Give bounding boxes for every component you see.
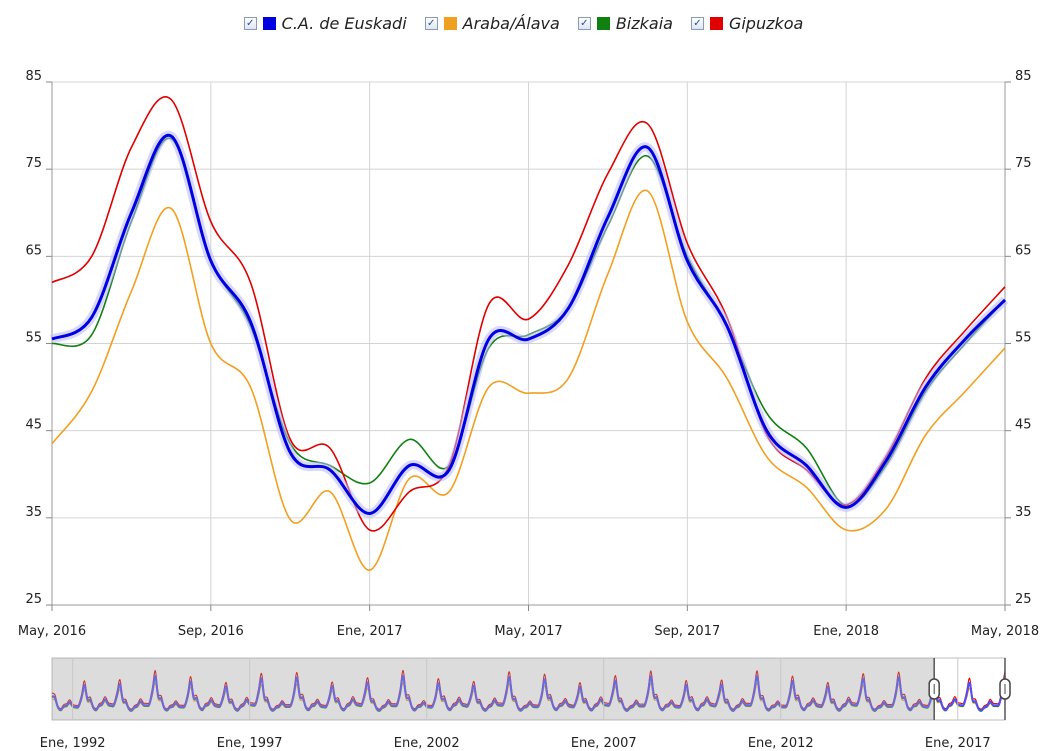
navigator-tick-label: Ene, 2012	[748, 736, 814, 751]
y-tick-label: 65	[25, 243, 42, 258]
legend-checkbox[interactable]: ✓	[577, 17, 591, 30]
legend-checkbox[interactable]: ✓	[243, 17, 257, 30]
legend-swatch	[596, 17, 610, 30]
y-tick-label: 45	[25, 418, 42, 433]
y-tick-label: 75	[25, 156, 42, 171]
y-tick-label: 55	[25, 331, 42, 346]
legend-swatch	[443, 17, 457, 30]
x-tick-label: May, 2018	[971, 624, 1039, 639]
legend-label: Gipuzkoa	[728, 14, 804, 33]
x-axis: May, 2016 Sep, 2016 Ene, 2017 May, 2017 Sep,…	[18, 605, 1039, 639]
y-tick-label: 65	[1015, 243, 1032, 258]
x-tick-label: Sep, 2016	[178, 624, 244, 639]
series-line-araba	[51, 189, 1006, 571]
x-tick-label: May, 2017	[494, 624, 562, 639]
navigator-background	[51, 657, 1006, 721]
legend: ✓ C.A. de Euskadi ✓ Araba/Álava ✓ Bizkaia ✓ Gip…	[0, 14, 1047, 33]
y-axis-right: 25 35 45 55 65 75 85	[1005, 69, 1032, 607]
y-tick-label: 25	[25, 592, 42, 607]
y-tick-label: 35	[25, 505, 42, 520]
series-group	[49, 96, 1009, 571]
legend-swatch	[709, 17, 723, 30]
y-tick-label: 45	[1015, 418, 1032, 433]
legend-checkbox[interactable]: ✓	[424, 17, 438, 30]
y-tick-label: 25	[1015, 592, 1032, 607]
y-tick-label: 35	[1015, 505, 1032, 520]
y-tick-label: 55	[1015, 331, 1032, 346]
legend-item[interactable]: ✓ C.A. de Euskadi	[243, 14, 407, 33]
x-tick-label: Sep, 2017	[654, 624, 720, 639]
y-tick-label: 75	[1015, 156, 1032, 171]
legend-item[interactable]: ✓ Bizkaia	[577, 14, 673, 33]
series-line-euskadi	[51, 133, 1007, 516]
navigator-series-euskadi	[51, 674, 1006, 712]
y-axis-left: 25 35 45 55 65 75 85	[25, 69, 52, 607]
legend-item[interactable]: ✓ Gipuzkoa	[690, 14, 804, 33]
legend-swatch	[262, 17, 276, 30]
navigator-tick-label: Ene, 2007	[571, 736, 637, 751]
y-tick-label: 85	[25, 69, 42, 84]
y-tick-label: 85	[1015, 69, 1032, 84]
x-tick-label: Ene, 2017	[337, 624, 403, 639]
navigator-tick-label: Ene, 2017	[925, 736, 991, 751]
x-tick-label: May, 2016	[18, 624, 86, 639]
legend-label: Araba/Álava	[462, 14, 560, 33]
navigator-tick-label: Ene, 1997	[217, 736, 283, 751]
legend-label: C.A. de Euskadi	[281, 14, 407, 33]
navigator-mask	[52, 658, 935, 720]
navigator-tick-label: Ene, 1992	[40, 736, 106, 751]
legend-label: Bizkaia	[615, 14, 673, 33]
x-tick-label: Ene, 2018	[813, 624, 879, 639]
navigator[interactable]: Ene, 1992 Ene, 1997 Ene, 2002 Ene, 2007 Ene,…	[40, 657, 1011, 751]
legend-checkbox[interactable]: ✓	[690, 17, 704, 30]
legend-item[interactable]: ✓ Araba/Álava	[424, 14, 560, 33]
navigator-tick-label: Ene, 2002	[394, 736, 460, 751]
